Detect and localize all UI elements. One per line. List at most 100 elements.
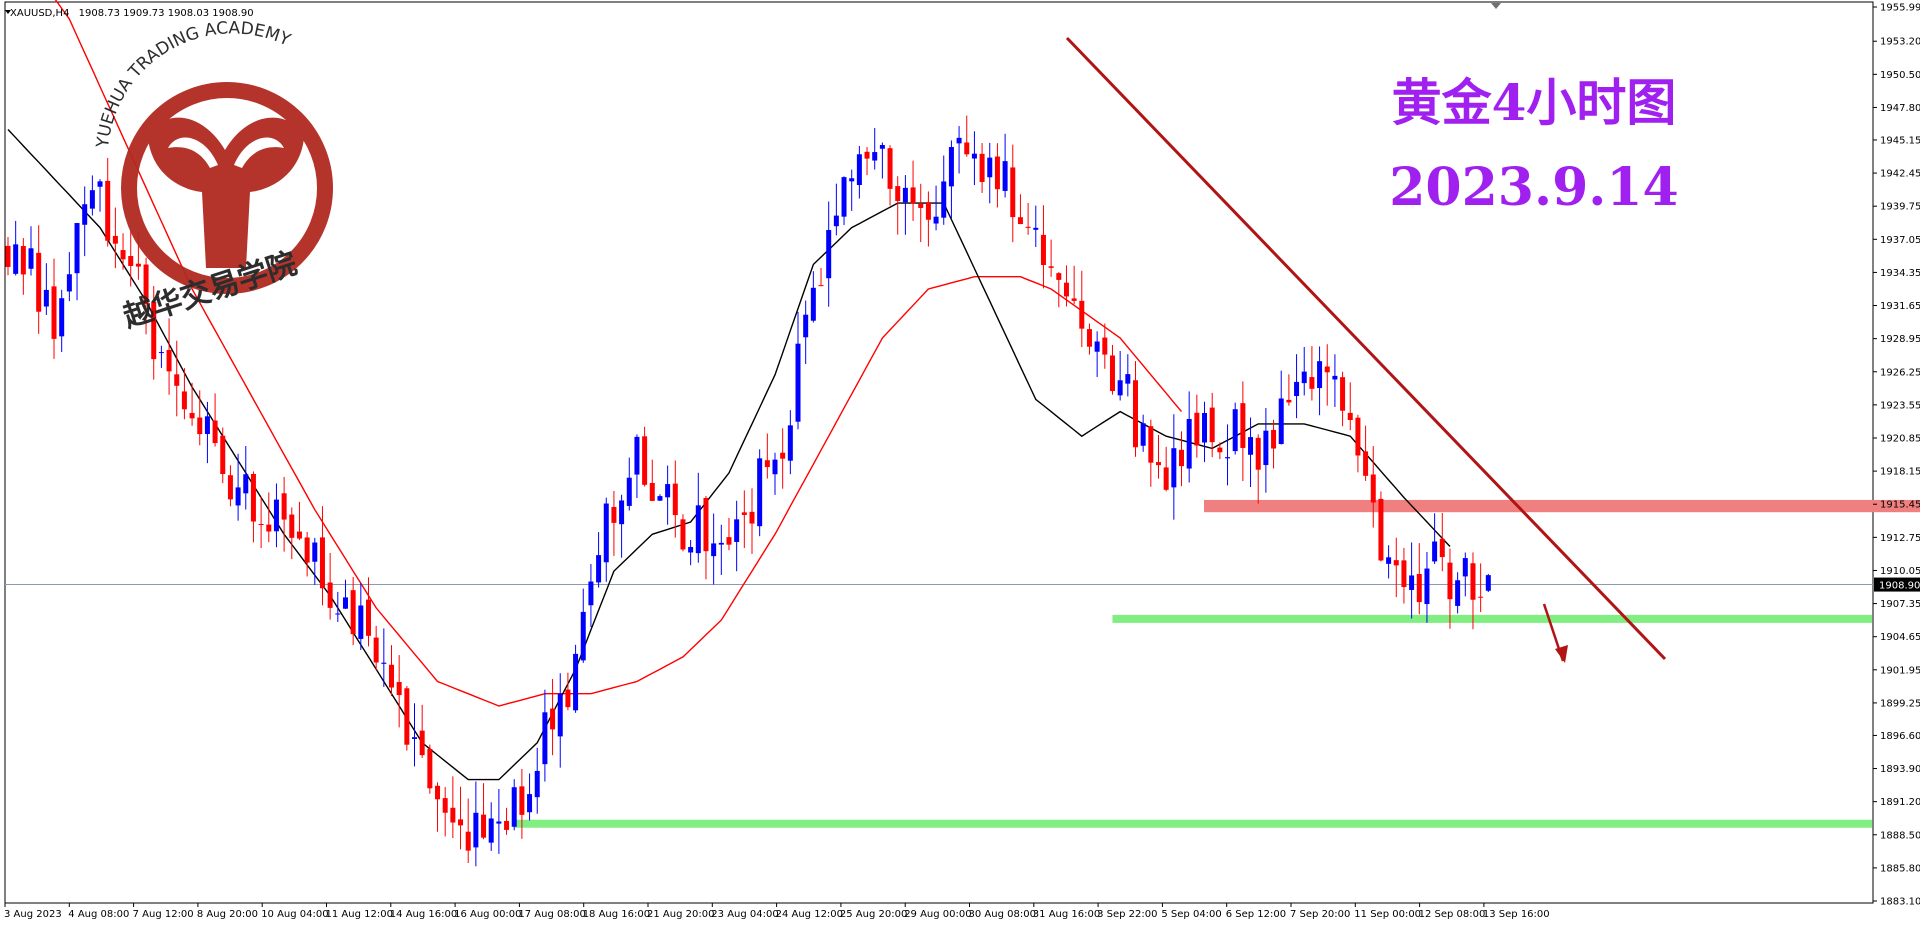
- time-tick-label: 3 Aug 2023: [4, 909, 62, 920]
- price-tick-label: 1939.75: [1880, 202, 1920, 213]
- candle-body: [672, 483, 678, 516]
- candle: [964, 115, 970, 157]
- candle: [1048, 239, 1054, 277]
- candle: [1455, 572, 1461, 614]
- candle-body: [1056, 273, 1062, 280]
- candle: [1232, 402, 1238, 455]
- candle: [1056, 272, 1062, 308]
- candle: [1317, 346, 1323, 416]
- candle-body: [235, 487, 241, 506]
- candle: [833, 183, 839, 236]
- candle: [550, 678, 556, 756]
- candle-body: [1232, 409, 1238, 452]
- candle: [158, 345, 164, 368]
- header-dropdown-icon[interactable]: [5, 10, 11, 14]
- candle-body: [450, 807, 456, 823]
- candle: [1102, 323, 1108, 369]
- candle: [189, 382, 195, 426]
- candle-body: [726, 537, 732, 545]
- candle: [120, 233, 126, 270]
- candle-body: [1017, 217, 1023, 225]
- candle-body: [204, 416, 210, 435]
- candle-body: [358, 605, 364, 639]
- candle: [1217, 442, 1223, 460]
- candle: [703, 496, 709, 580]
- candle: [534, 747, 540, 814]
- candle-body: [971, 153, 977, 159]
- candle-body: [465, 831, 471, 851]
- candle: [1424, 552, 1430, 623]
- candle-body: [872, 152, 878, 161]
- candle: [803, 300, 809, 365]
- price-tick-label: 1901.95: [1880, 665, 1920, 676]
- candle: [258, 496, 264, 549]
- candle: [1140, 414, 1146, 452]
- candle: [1370, 446, 1376, 528]
- candle: [665, 465, 671, 525]
- candle: [680, 514, 686, 552]
- price-tick-label: 1945.15: [1880, 135, 1920, 146]
- price-tick-label: 1953.20: [1880, 37, 1920, 48]
- candle: [573, 644, 579, 713]
- price-tick-label: 1937.05: [1880, 235, 1920, 246]
- candle: [488, 802, 494, 851]
- candle: [1163, 446, 1169, 492]
- candle-body: [1432, 541, 1438, 562]
- candle-body: [1132, 380, 1138, 448]
- candle-body: [97, 181, 103, 187]
- candle-body: [1117, 380, 1123, 396]
- candle-body: [319, 537, 325, 589]
- time-tick-label: 4 Aug 08:00: [68, 909, 129, 920]
- candle: [442, 787, 448, 837]
- candle-body: [657, 496, 663, 501]
- candle: [227, 465, 233, 507]
- candle-body: [887, 148, 893, 189]
- candle: [657, 494, 663, 502]
- candle-body: [1148, 426, 1154, 463]
- candle: [28, 226, 34, 276]
- candle-body: [1248, 437, 1254, 455]
- candle-body: [1340, 377, 1346, 411]
- candle-body: [741, 512, 747, 515]
- candle: [212, 393, 218, 447]
- candle-body: [212, 420, 218, 444]
- scroll-marker-icon[interactable]: [1491, 3, 1501, 9]
- candle: [749, 488, 755, 554]
- candle: [864, 147, 870, 176]
- candle: [458, 786, 464, 850]
- candle: [1347, 382, 1353, 431]
- candle: [634, 434, 640, 498]
- candle: [450, 776, 456, 839]
- candle: [1010, 144, 1016, 243]
- candle: [381, 628, 387, 687]
- candle: [350, 577, 356, 646]
- candle-body: [956, 137, 962, 144]
- price-tick-label: 1934.35: [1880, 268, 1920, 279]
- candle-body: [1386, 557, 1392, 564]
- annotation-title: 黄金4小时图: [1392, 73, 1677, 132]
- candle: [20, 238, 26, 295]
- candle-body: [412, 737, 418, 739]
- candle-body: [296, 531, 302, 539]
- candle: [396, 655, 402, 728]
- candle-body: [335, 613, 341, 615]
- candle-body: [473, 812, 479, 848]
- candle-body: [764, 460, 770, 468]
- time-tick-label: 30 Aug 08:00: [969, 909, 1036, 920]
- candle-body: [1401, 560, 1407, 588]
- time-tick-label: 7 Aug 12:00: [133, 909, 194, 920]
- candle-body: [803, 314, 809, 338]
- candle: [757, 449, 763, 537]
- candle-body: [1370, 474, 1376, 503]
- time-tick-label: 31 Aug 16:00: [1033, 909, 1100, 920]
- candle: [435, 782, 441, 832]
- candle-body: [810, 287, 816, 321]
- candle-body: [112, 235, 118, 244]
- candle-body: [1294, 381, 1300, 397]
- time-tick-label: 7 Sep 20:00: [1290, 909, 1350, 920]
- price-tick-label: 1904.65: [1880, 632, 1920, 643]
- candle-body: [787, 425, 793, 461]
- candle: [511, 779, 517, 831]
- price-tick-label: 1912.75: [1880, 533, 1920, 544]
